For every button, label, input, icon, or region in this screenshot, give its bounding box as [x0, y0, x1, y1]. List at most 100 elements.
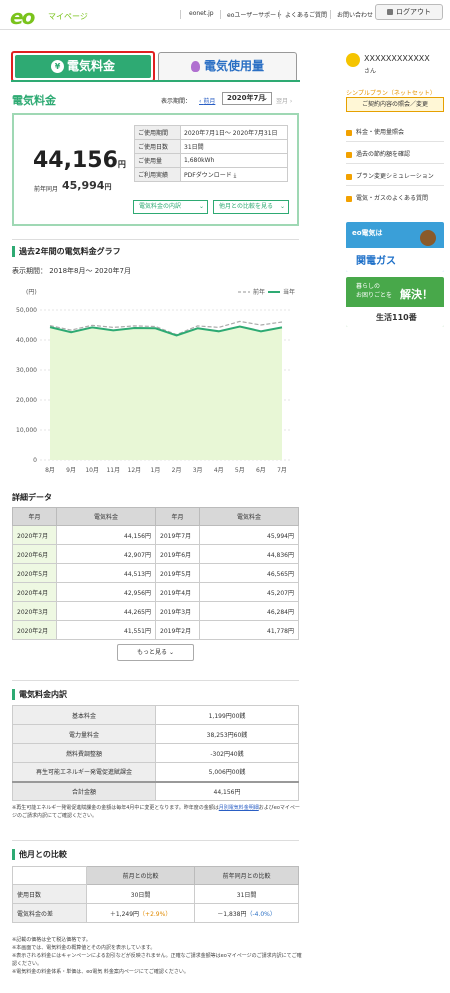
footnotes: ※記載の価格は全て税込価格です。 ※本画面では、電気料金の概算値とその内訳を表示し…: [12, 937, 302, 975]
x-tick-label: 12月: [128, 467, 142, 474]
divider: [220, 10, 221, 19]
y-tick-label: 30,000: [16, 367, 37, 374]
plan-name: シンプルプラン（ネットセット）: [346, 90, 436, 97]
compare-table: 前月との比較 前年同月との比較 使用日数 30日間 31日間 電気料金の差 ＋1,249…: [12, 866, 299, 923]
tab-electric-usage-label: 電気使用量: [203, 59, 264, 73]
life110-banner[interactable]: 暮らしの お困りごとを 解決！ 生活110番: [346, 277, 444, 327]
chevron-down-icon: ⌄: [279, 203, 285, 210]
lock-icon: [387, 9, 393, 15]
divider: [12, 840, 299, 841]
tab-electric-usage[interactable]: 電気使用量: [158, 52, 297, 80]
user-name: XXXXXXXXXXXX: [364, 54, 430, 63]
table-row: 基本料金 1,199円00銭: [12, 705, 299, 725]
breakdown-dropdown[interactable]: 電気料金の内訳 ⌄: [133, 200, 208, 214]
bear-icon: [420, 230, 436, 246]
prev-year-line: [49, 320, 283, 336]
compare-dropdown[interactable]: 他月との比較を見る ⌄: [213, 200, 289, 214]
download-icon[interactable]: ⤓: [233, 171, 237, 179]
prev-year-amount: 45,994円: [62, 179, 112, 192]
legend-current-label: 当年: [283, 288, 295, 296]
sidebar-item-fee[interactable]: 料金・使用量照会: [346, 127, 404, 136]
prev-month-link[interactable]: ‹ 前月: [199, 98, 216, 105]
usage-info-table: ご使用期間 2020年7月1日～ 2020年7月31日 ご使用日数 31日間 ご使用…: [134, 125, 288, 182]
y-tick-label: 40,000: [16, 337, 37, 344]
current-year-line: [49, 325, 283, 337]
x-tick-label: 9月: [66, 467, 76, 474]
chevron-down-icon: ⌄: [168, 649, 174, 656]
chevron-down-icon: ⌄: [262, 94, 268, 102]
divider: [279, 10, 280, 19]
table-row: 2020年3月 44,265円 2019年3月 46,284円: [12, 601, 299, 621]
nav-eonet[interactable]: eonet.jp: [189, 10, 214, 17]
sidebar-item-faq[interactable]: 電気・ガスのよくある質問: [346, 193, 428, 202]
table-row: 2020年2月 41,551円 2019年2月 41,778円: [12, 620, 299, 640]
avatar: [346, 53, 360, 67]
y-tick-label: 10,000: [16, 427, 37, 434]
x-tick-label: 7月: [277, 467, 287, 474]
divider: [346, 185, 444, 186]
monthly-detail-link[interactable]: 月別電気料金明細: [218, 805, 259, 811]
pdf-download-link[interactable]: PDFダウンロード: [184, 171, 232, 179]
y-unit-label: (円): [26, 289, 37, 296]
x-tick-label: 10月: [85, 467, 99, 474]
divider: [330, 10, 331, 19]
logout-label: ログアウト: [396, 8, 431, 16]
bulb-icon: [190, 61, 200, 72]
x-tick-label: 2月: [172, 467, 182, 474]
summary-box: [12, 113, 299, 226]
table-row: 再生可能エネルギー発電促進賦課金 5,006円00銭: [12, 762, 299, 782]
y-tick-label: 20,000: [16, 397, 37, 404]
table-row: 電力量料金 38,253円60銭: [12, 724, 299, 744]
table-row: 燃料費調整額 -302円40銭: [12, 743, 299, 763]
detail-table: 年月 電気料金 年月 電気料金 2020年7月 44,156円 2019年7月 45,994…: [12, 507, 299, 640]
sidebar-item-savings[interactable]: 過去の節約額を確認: [346, 149, 410, 158]
x-tick-label: 11月: [106, 467, 120, 474]
legend-prev-label: 前年: [253, 288, 265, 296]
current-area: [50, 326, 282, 460]
x-tick-label: 5月: [235, 467, 245, 474]
fee-chart: (円) 0 10,000 20,000 30,000 40,000 50,000 8月 9月 10…: [16, 288, 295, 474]
page-title: 電気料金: [12, 94, 56, 107]
mypage-label: マイページ: [48, 12, 88, 21]
prev-year-label: 前年同月: [34, 186, 59, 193]
divider: [346, 141, 444, 142]
tab-electric-fee-label: 電気料金: [66, 59, 115, 73]
yen-icon: ¥: [50, 60, 64, 73]
contract-change-button[interactable]: ご契約内容の照会／変更: [346, 97, 444, 112]
logout-button[interactable]: ログアウト: [375, 4, 443, 20]
breakdown-table: 基本料金 1,199円00銭 電力量料金 38,253円60銭 燃料費調整額 -302円4…: [12, 705, 299, 801]
table-row: 2020年4月 42,956円 2019年4月 45,207円: [12, 582, 299, 602]
current-amount: 44,156円: [33, 148, 126, 173]
divider: [12, 239, 299, 240]
graph-period: 表示期間： 2018年8月～ 2020年7月: [12, 267, 131, 275]
x-tick-label: 8月: [45, 467, 55, 474]
nav-faq[interactable]: よくあるご質問: [285, 12, 328, 19]
period-select[interactable]: 2020年7月 ⌄: [222, 92, 272, 105]
kanden-gas-banner[interactable]: eo電気は 関電ガス: [346, 222, 444, 272]
show-more-button[interactable]: もっと見る ⌄: [117, 644, 194, 661]
next-month-link[interactable]: 翌月 ›: [276, 98, 293, 105]
eo-logo[interactable]: eo: [10, 5, 35, 29]
graph-heading: 過去2年間の電気料金グラフ: [12, 246, 121, 257]
x-tick-label: 4月: [214, 467, 224, 474]
period-label: 表示期間：: [161, 98, 192, 105]
divider: [346, 163, 444, 164]
y-tick-label: 50,000: [16, 307, 37, 314]
table-row: 2020年6月 42,907円 2019年6月 44,836円: [12, 544, 299, 564]
tab-electric-fee[interactable]: ¥ 電気料金: [11, 51, 155, 82]
header: eo マイページ eonet.jp eoユーザーサポート よくあるご質問 お問い…: [0, 0, 450, 30]
tab-underline: [11, 80, 300, 82]
table-row: 2020年5月 44,513円 2019年5月 46,565円: [12, 563, 299, 583]
chevron-down-icon: ⌄: [198, 203, 204, 210]
breakdown-note: ※再生可能エネルギー発電促進賦課金の金額は毎年4月中に変更となります。昨年度の金…: [12, 805, 300, 819]
nav-support[interactable]: eoユーザーサポート: [227, 12, 283, 19]
compare-heading: 他月との比較: [12, 849, 67, 860]
divider: [12, 680, 299, 681]
sidebar-item-simulation[interactable]: プラン変更シミュレーション: [346, 171, 434, 180]
x-tick-label: 3月: [193, 467, 203, 474]
x-tick-label: 1月: [151, 467, 161, 474]
y-tick-label: 0: [33, 457, 37, 464]
nav-contact[interactable]: お問い合わせ: [337, 12, 374, 19]
divider: [180, 10, 181, 19]
user-suffix: さん: [364, 68, 377, 75]
